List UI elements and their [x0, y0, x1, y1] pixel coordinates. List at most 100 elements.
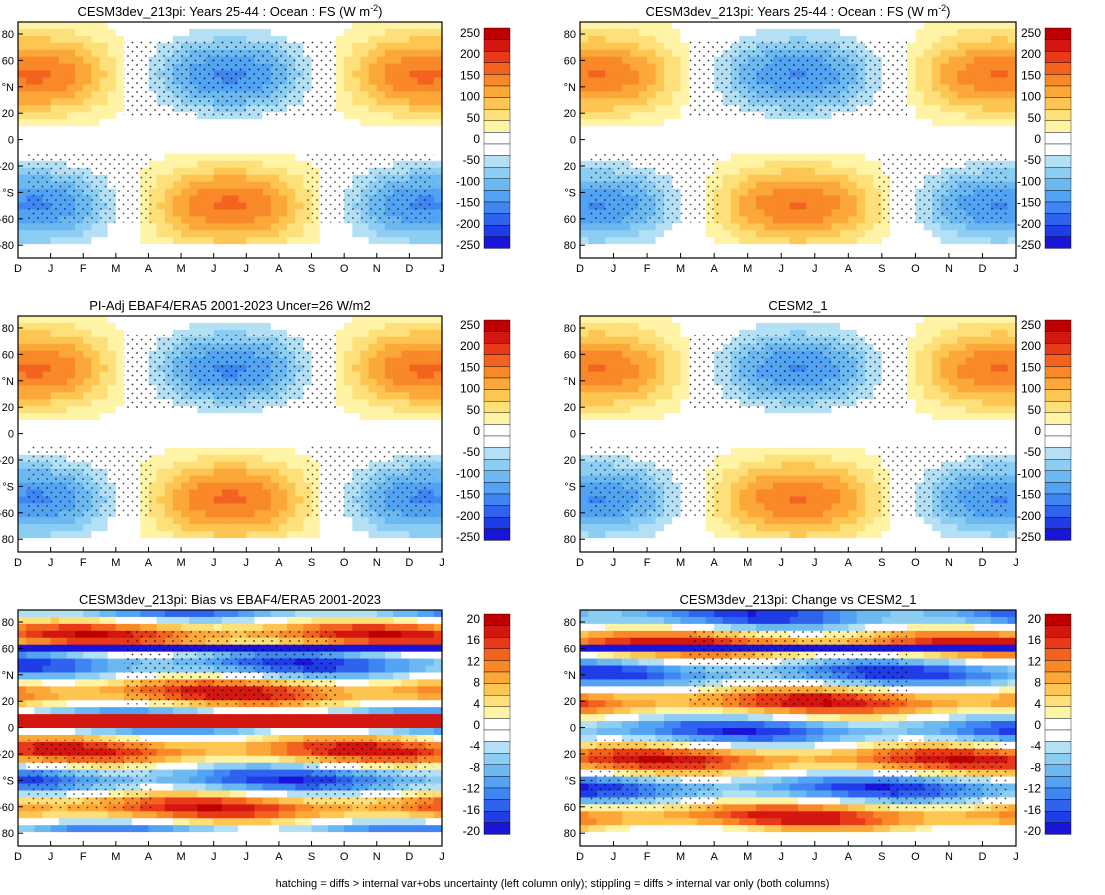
heatmap-cell [974, 140, 984, 148]
heatmap-cell [140, 413, 150, 421]
heatmap-cell [75, 251, 84, 259]
heatmap-cell [327, 119, 337, 127]
y-tick-label: 20 [564, 108, 576, 120]
heatmap-cell [1007, 98, 1017, 106]
heatmap-cell [957, 84, 967, 93]
heatmap-cell [714, 35, 724, 44]
heatmap-cell [814, 188, 824, 197]
heatmap-cell [66, 413, 76, 421]
heatmap-cell [638, 28, 648, 37]
y-tick-label: °S [2, 187, 14, 199]
heatmap-cell [270, 181, 280, 190]
heatmap-cell [613, 244, 623, 252]
heatmap-cell [663, 28, 673, 37]
heatmap-cell [865, 167, 875, 176]
heatmap-cell [433, 140, 443, 148]
heatmap-cell [115, 98, 125, 106]
heatmap-cell [630, 70, 640, 79]
heatmap-cell [75, 392, 84, 400]
heatmap-cell [278, 174, 288, 183]
heatmap-cell [26, 329, 35, 338]
heatmap-cell [262, 531, 272, 539]
heatmap-cell [672, 22, 682, 30]
heatmap-cell [230, 316, 239, 324]
heatmap-cell [965, 237, 975, 245]
heatmap-cell [839, 251, 849, 259]
heatmap-cell [705, 126, 715, 134]
panel-p1: CESM3dev_213pi: Years 25-44 : Ocean : FS… [0, 3, 511, 275]
heatmap-cell [630, 98, 640, 106]
heatmap-cell [26, 545, 35, 553]
heatmap-cell [647, 91, 657, 99]
heatmap-cell [873, 230, 883, 238]
heatmap-cell [621, 49, 631, 58]
heatmap-cell [278, 216, 288, 224]
heatmap-cell [107, 378, 117, 387]
heatmap-cell [764, 133, 774, 141]
heatmap-cell [613, 126, 623, 134]
heatmap-cell [409, 105, 419, 113]
heatmap-cell [254, 133, 264, 141]
heatmap-cell [873, 251, 883, 259]
heatmap-cell [990, 35, 1000, 44]
heatmap-cell [344, 42, 353, 51]
heatmap-cell [621, 77, 631, 86]
heatmap-cell [915, 35, 925, 44]
heatmap-cell [376, 126, 386, 134]
heatmap-cell [789, 251, 799, 259]
heatmap-cell [295, 237, 304, 245]
heatmap-cell [262, 510, 272, 518]
heatmap-cell [303, 140, 313, 148]
heatmap-cell [18, 440, 27, 449]
heatmap-cell [940, 56, 950, 65]
heatmap-cell [164, 35, 174, 44]
heatmap-cell [814, 35, 824, 44]
heatmap-cell [42, 316, 52, 324]
heatmap-cell [156, 503, 166, 511]
heatmap-cell [923, 28, 933, 37]
heatmap-cell [254, 202, 264, 211]
heatmap-cell [697, 230, 707, 238]
heatmap-cell [246, 133, 256, 141]
heatmap-cell [189, 223, 198, 231]
heatmap-cell [1007, 56, 1017, 65]
heatmap-cell [772, 119, 782, 127]
heatmap-cell [189, 237, 198, 245]
heatmap-cell [124, 251, 133, 259]
heatmap-cell [156, 133, 166, 141]
heatmap-cell [409, 146, 419, 155]
heatmap-cell [83, 105, 92, 113]
heatmap-cell [982, 84, 992, 93]
heatmap-cell [663, 49, 673, 58]
heatmap-cell [230, 181, 239, 190]
heatmap-cell [303, 434, 313, 442]
heatmap-cell [197, 202, 207, 211]
heatmap-cell [107, 63, 117, 72]
heatmap-cell [42, 63, 52, 72]
heatmap-cell [613, 63, 623, 72]
heatmap-cell [42, 49, 52, 58]
heatmap-cell [764, 202, 774, 211]
heatmap-cell [91, 427, 101, 435]
heatmap-cell [990, 244, 1000, 252]
heatmap-cell [262, 440, 272, 449]
heatmap-cell [839, 223, 849, 231]
heatmap-cell [647, 42, 657, 51]
heatmap-cell [360, 146, 370, 155]
heatmap-cell [806, 188, 816, 197]
heatmap-cell [915, 133, 925, 141]
heatmap-cell [197, 413, 207, 421]
heatmap-cell [376, 56, 386, 65]
heatmap-cell [26, 538, 35, 546]
heatmap-cell [781, 216, 791, 224]
heatmap-cell [781, 230, 791, 238]
colorbar-label: -50 [463, 153, 481, 167]
heatmap-cell [99, 440, 109, 449]
heatmap-cell [352, 223, 362, 231]
heatmap-cell [124, 22, 133, 30]
heatmap-cell [303, 146, 313, 155]
heatmap-cell [278, 22, 288, 30]
heatmap-cell [148, 223, 158, 231]
heatmap-cell [172, 434, 182, 442]
